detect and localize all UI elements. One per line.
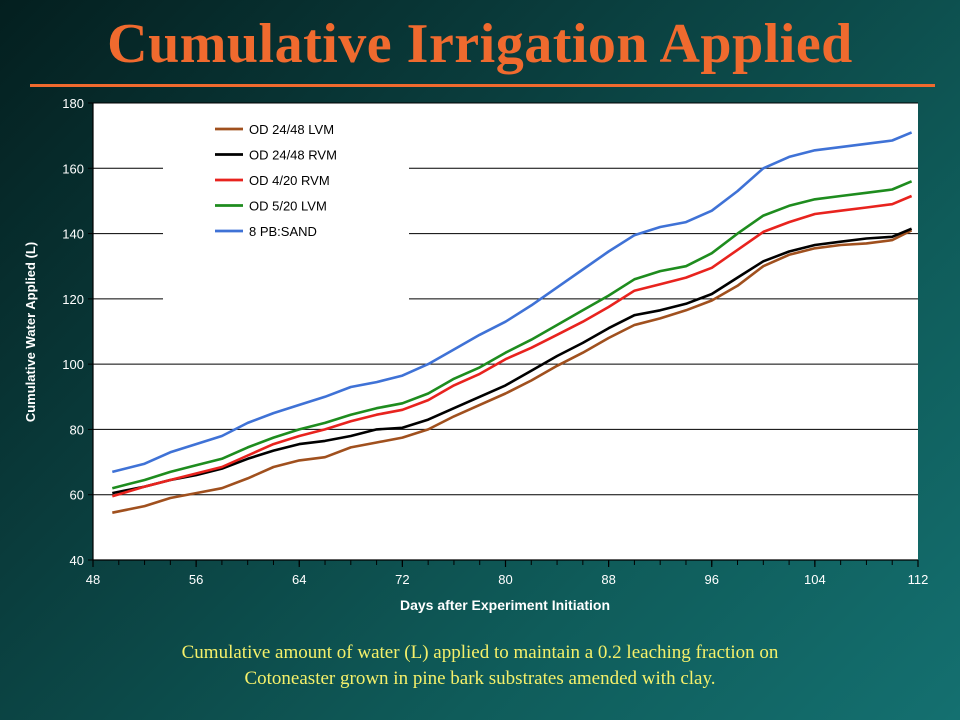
legend-label: OD 24/48 LVM [249,122,334,137]
series-line-1 [112,229,913,514]
legend: OD 24/48 LVM OD 24/48 RVM OD 4/20 RVM OD 5/… [163,119,409,317]
title-underline [30,84,935,87]
chart-panel: OD 24/48 LVM OD 24/48 RVM OD 4/20 RVM OD 5/… [0,89,960,619]
y-tick-label: 60 [70,488,84,503]
series-line-4 [111,180,913,490]
legend-label: 8 PB:SAND [249,224,317,239]
x-axis-title: Days after Experiment Initiation [400,597,610,613]
series-line-3 [111,194,913,498]
x-tick-label: 56 [189,572,203,587]
y-tick-label: 40 [70,553,84,568]
x-tick-label: 72 [395,572,409,587]
slide-title: Cumulative Irrigation Applied [107,13,853,75]
x-tick-label: 64 [292,572,306,587]
x-tick-label: 48 [86,572,100,587]
y-tick-label: 100 [62,357,84,372]
series-line-5 [111,131,913,474]
caption-line-1: Cumulative amount of water (L) applied t… [181,642,779,663]
y-tick-label: 140 [62,227,84,242]
x-tick-label: 88 [601,572,615,587]
y-tick-label: 120 [62,292,84,307]
y-tick-label: 180 [62,96,84,111]
y-tick-label: 80 [70,422,84,437]
y-tick-label: 160 [62,161,84,176]
series-lines [111,131,913,514]
legend-label: OD 24/48 RVM [249,148,337,163]
legend-label: OD 5/20 LVM [249,199,327,214]
legend-box [163,119,409,317]
x-tick-label: 80 [498,572,512,587]
caption: Cumulative amount of water (L) applied t… [80,640,880,692]
y-axis-title: Cumulative Water Applied (L) [23,242,38,422]
legend-label: OD 4/20 RVM [249,173,330,188]
x-tick-label: 104 [804,572,826,587]
axes: 40 60 80 100 120 140 160 180 48 56 64 72 80 88 96 104 11… [62,96,928,587]
x-tick-label: 112 [908,572,929,587]
series-line-2 [112,227,913,495]
line-chart: OD 24/48 LVM OD 24/48 RVM OD 4/20 RVM OD 5/… [23,96,928,613]
caption-line-2: Cotoneaster grown in pine bark substrate… [244,668,716,689]
x-tick-label: 96 [705,572,719,587]
